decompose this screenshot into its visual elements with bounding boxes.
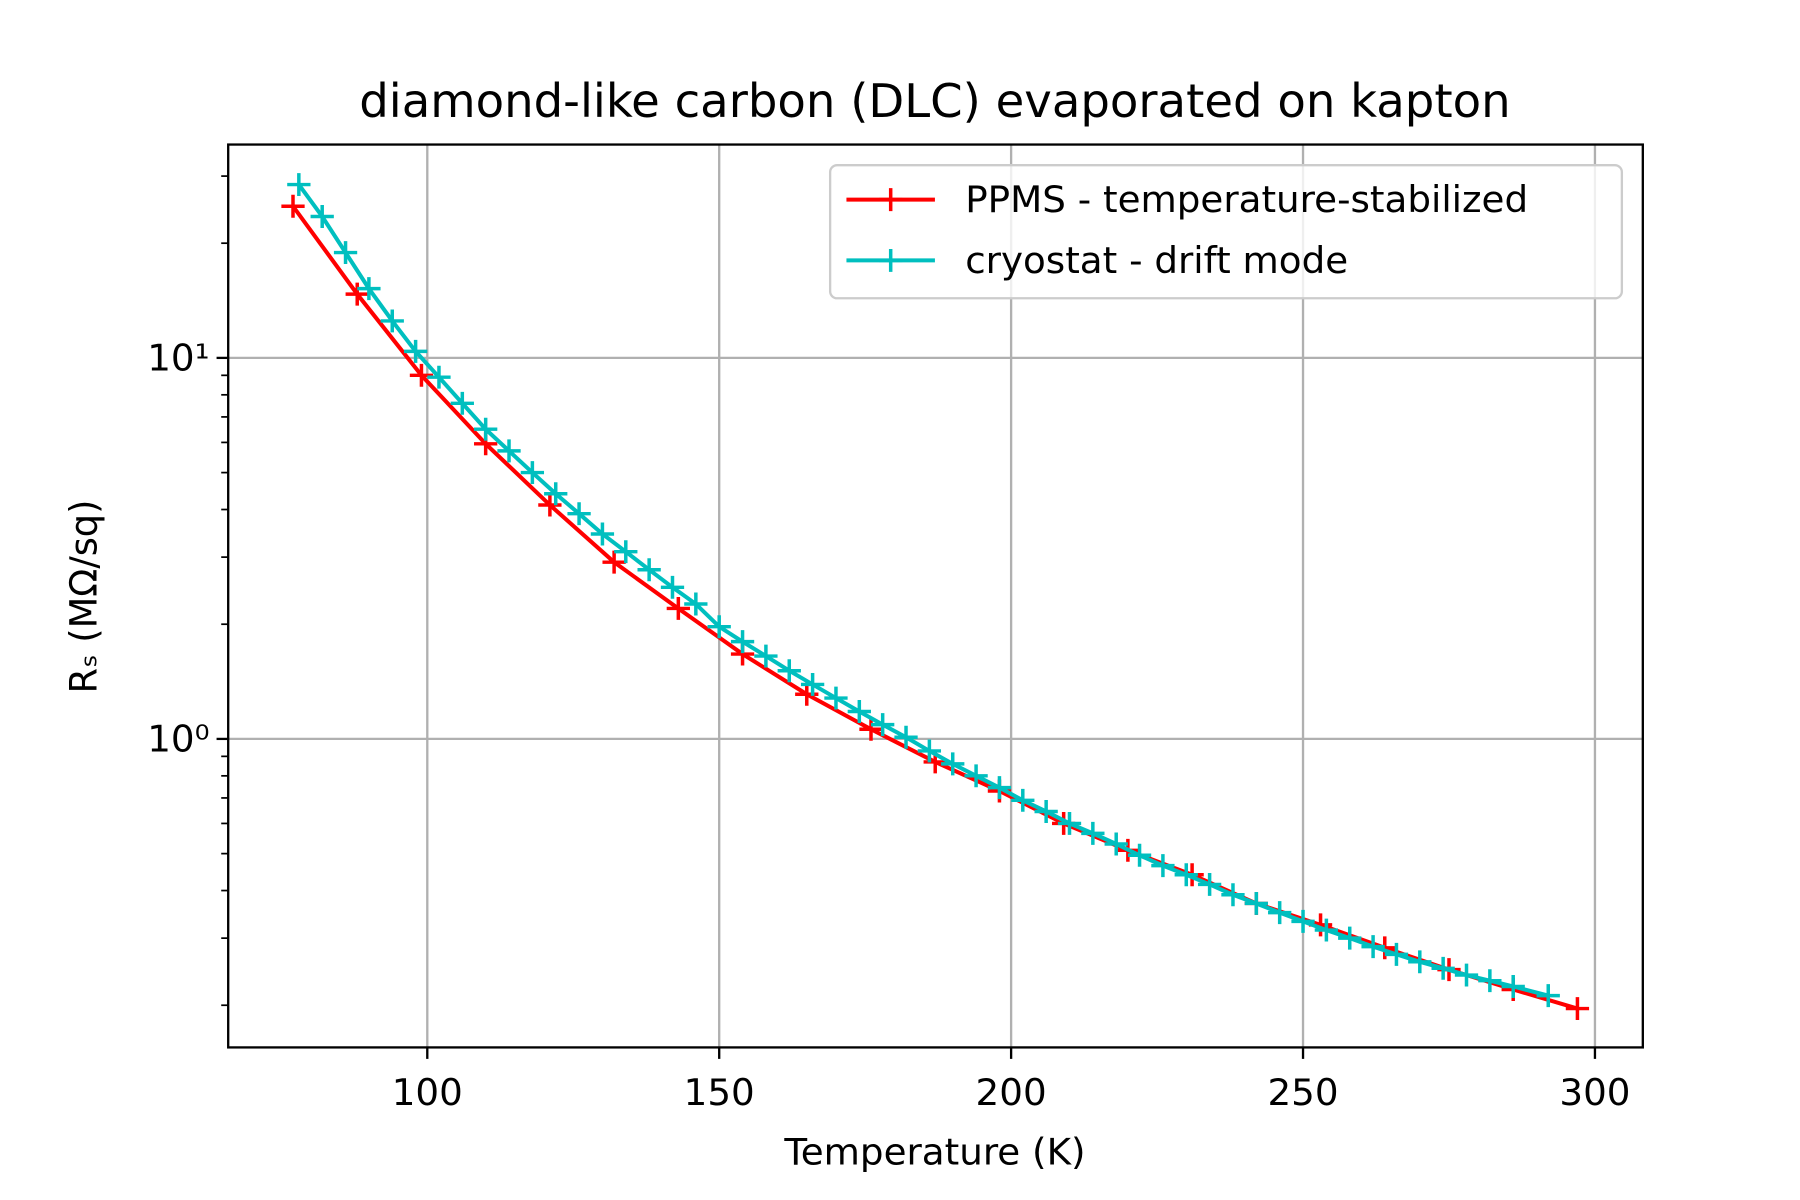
marker bbox=[1291, 909, 1315, 933]
marker bbox=[538, 493, 562, 517]
marker bbox=[409, 363, 434, 387]
marker bbox=[1268, 901, 1292, 925]
marker bbox=[660, 575, 685, 599]
x-tick-label: 200 bbox=[976, 1071, 1047, 1114]
marker bbox=[1338, 926, 1362, 950]
marker bbox=[847, 700, 871, 723]
marker bbox=[684, 592, 708, 616]
y-axis-label: Rₛ (MΩ/sq) bbox=[62, 500, 105, 694]
marker bbox=[1431, 956, 1455, 980]
x-tick-label: 300 bbox=[1559, 1071, 1630, 1114]
marker bbox=[1197, 872, 1222, 896]
marker bbox=[1565, 997, 1590, 1021]
marker bbox=[1314, 918, 1339, 942]
marker bbox=[1174, 863, 1198, 887]
marker bbox=[1536, 984, 1560, 1008]
legend-marker bbox=[879, 248, 903, 272]
marker bbox=[1081, 821, 1105, 845]
marker bbox=[450, 391, 474, 415]
marker bbox=[800, 672, 825, 696]
marker bbox=[1478, 969, 1502, 993]
marker bbox=[474, 417, 498, 441]
legend-label: PPMS - temperature-stabilized bbox=[965, 178, 1528, 221]
y-tick-label: 10¹ bbox=[147, 337, 209, 380]
marker bbox=[590, 522, 615, 546]
marker bbox=[1127, 843, 1152, 867]
marker bbox=[1454, 963, 1479, 987]
marker bbox=[707, 615, 731, 639]
legend-label: cryostat - drift mode bbox=[965, 239, 1348, 282]
marker bbox=[795, 682, 819, 706]
series-group bbox=[281, 173, 1590, 1021]
marker bbox=[310, 205, 334, 228]
marker bbox=[1057, 811, 1082, 835]
marker bbox=[1244, 891, 1268, 915]
marker bbox=[567, 502, 591, 526]
marker bbox=[497, 439, 521, 463]
marker bbox=[287, 173, 311, 197]
marker bbox=[333, 241, 358, 265]
marker bbox=[345, 282, 369, 306]
marker bbox=[1011, 788, 1035, 812]
marker bbox=[917, 739, 942, 763]
marker bbox=[637, 558, 661, 582]
legend-marker bbox=[879, 188, 903, 212]
marker bbox=[859, 717, 883, 741]
marker bbox=[871, 713, 895, 737]
marker bbox=[894, 725, 918, 749]
marker bbox=[1151, 854, 1175, 878]
marker bbox=[941, 752, 965, 776]
marker bbox=[964, 764, 988, 788]
marker bbox=[1408, 950, 1432, 974]
marker bbox=[1034, 800, 1058, 823]
marker bbox=[730, 630, 755, 654]
marker bbox=[1104, 832, 1128, 856]
marker bbox=[1501, 975, 1525, 998]
marker bbox=[544, 482, 568, 506]
marker bbox=[987, 776, 1012, 800]
marker bbox=[602, 550, 626, 574]
legend-box bbox=[828, 164, 1624, 300]
x-tick-label: 250 bbox=[1267, 1071, 1338, 1114]
x-tick-label: 100 bbox=[392, 1071, 463, 1114]
marker bbox=[520, 461, 545, 485]
marker bbox=[614, 540, 638, 564]
marker bbox=[281, 194, 305, 218]
marker bbox=[754, 644, 778, 668]
marker bbox=[403, 339, 428, 363]
marker bbox=[1221, 883, 1245, 907]
marker bbox=[427, 365, 451, 389]
chart-title: diamond-like carbon (DLC) evaporated on … bbox=[359, 74, 1510, 128]
marker bbox=[380, 309, 404, 333]
axes-frame bbox=[227, 143, 1644, 1049]
marker bbox=[357, 277, 381, 301]
marker bbox=[777, 659, 801, 683]
x-tick-label: 150 bbox=[684, 1071, 755, 1114]
marker bbox=[1361, 935, 1385, 959]
y-tick-label: 10⁰ bbox=[147, 718, 209, 761]
marker bbox=[1384, 942, 1409, 966]
marker bbox=[824, 686, 848, 710]
marker bbox=[666, 596, 690, 620]
x-axis-label: Temperature (K) bbox=[783, 1131, 1085, 1174]
